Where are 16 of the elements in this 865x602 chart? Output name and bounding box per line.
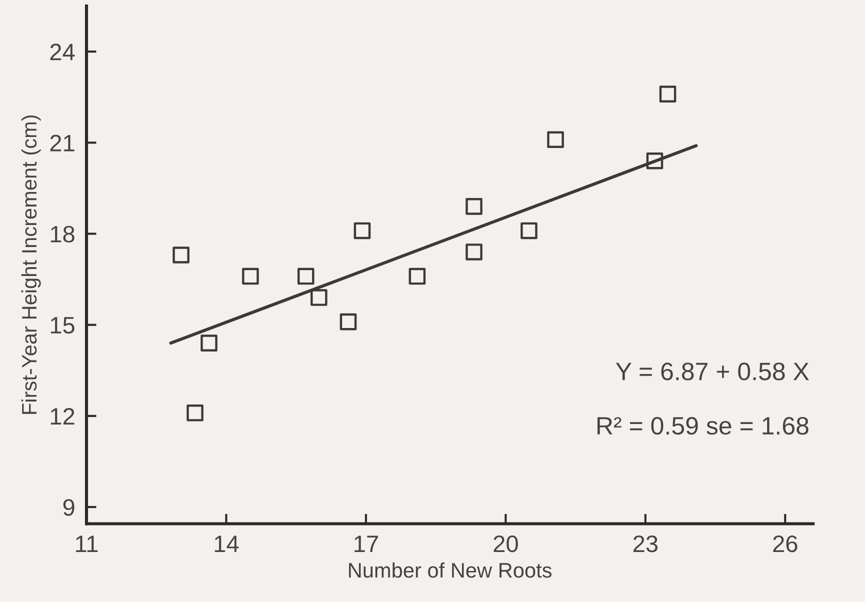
x-tick-label: 14: [214, 536, 239, 552]
annotation: Y = 6.87 + 0.58 X: [616, 362, 809, 380]
y-tick-label: 15: [50, 317, 74, 334]
x-tick-label: 17: [354, 536, 378, 552]
annotation: R² = 0.59 se = 1.68: [598, 416, 808, 435]
y-tick-label: 21: [50, 134, 74, 152]
y-tick-label: 9: [63, 499, 74, 516]
y-axis-title: First-Year Height Increment (cm): [21, 115, 41, 414]
x-tick-label: 23: [633, 535, 658, 552]
y-tick-label: 12: [50, 408, 74, 424]
y-tick-label: 24: [50, 44, 75, 60]
x-tick-label: 26: [773, 535, 798, 552]
x-tick-label: 11: [76, 536, 98, 552]
x-tick-label: 20: [494, 535, 518, 552]
y-tick-label: 18: [50, 226, 74, 243]
x-axis-title: Number of New Roots: [349, 562, 552, 578]
